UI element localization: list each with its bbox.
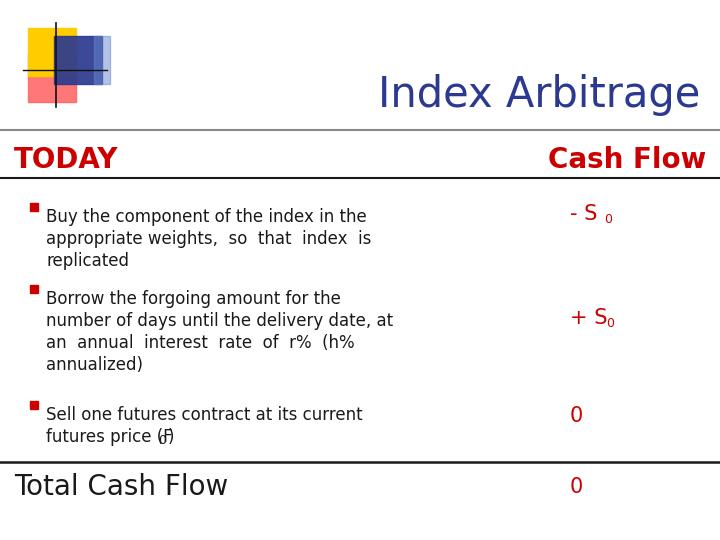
Text: 0: 0 xyxy=(604,213,612,226)
Text: replicated: replicated xyxy=(46,252,129,270)
Text: an  annual  interest  rate  of  r%  (h%: an annual interest rate of r% (h% xyxy=(46,334,355,352)
Text: - S: - S xyxy=(570,204,598,224)
Text: Cash Flow: Cash Flow xyxy=(548,146,706,174)
Text: Total Cash Flow: Total Cash Flow xyxy=(14,473,228,501)
Bar xyxy=(30,203,38,211)
Bar xyxy=(28,28,76,76)
Text: number of days until the delivery date, at: number of days until the delivery date, … xyxy=(46,312,393,330)
Text: futures price (F: futures price (F xyxy=(46,428,173,446)
Bar xyxy=(30,285,38,293)
Text: ): ) xyxy=(168,428,174,446)
Text: Buy the component of the index in the: Buy the component of the index in the xyxy=(46,208,366,226)
Text: + S: + S xyxy=(570,308,608,328)
Text: 0: 0 xyxy=(570,477,583,497)
Text: appropriate weights,  so  that  index  is: appropriate weights, so that index is xyxy=(46,230,372,248)
Bar xyxy=(28,54,76,102)
Text: Sell one futures contract at its current: Sell one futures contract at its current xyxy=(46,406,363,424)
Text: 0: 0 xyxy=(606,317,614,330)
Text: Index Arbitrage: Index Arbitrage xyxy=(377,74,700,116)
Bar xyxy=(54,36,102,84)
Bar xyxy=(30,401,38,409)
Text: annualized): annualized) xyxy=(46,356,143,374)
Bar xyxy=(94,36,110,84)
Text: TODAY: TODAY xyxy=(14,146,119,174)
Text: 0: 0 xyxy=(158,434,166,447)
Text: Borrow the forgoing amount for the: Borrow the forgoing amount for the xyxy=(46,290,341,308)
Text: 0: 0 xyxy=(570,406,583,426)
